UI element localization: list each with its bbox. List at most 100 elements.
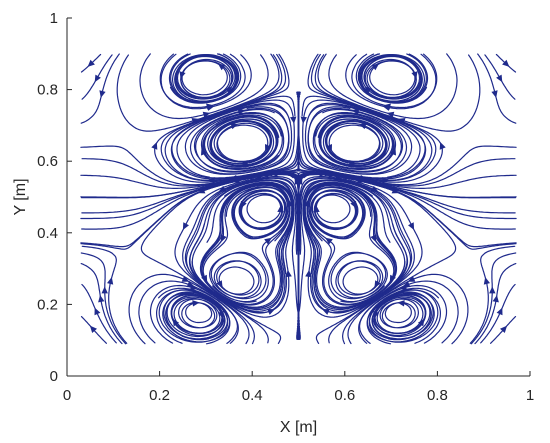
streamline: [81, 283, 117, 344]
streamline: [351, 53, 438, 109]
streamline: [232, 186, 291, 238]
streamline-arrow: [319, 170, 327, 177]
streamline: [128, 273, 250, 345]
streamline: [80, 53, 120, 124]
streamline-arrow: [402, 281, 411, 288]
streamline-arrow: [326, 144, 332, 152]
streamline-arrow: [371, 63, 380, 71]
streamline: [474, 263, 517, 345]
streamline-arrow: [383, 103, 391, 110]
streamline: [209, 251, 269, 303]
streamline: [193, 106, 290, 173]
streamline-arrow: [217, 63, 226, 71]
streamline-arrow: [370, 234, 377, 243]
streamline: [80, 263, 123, 345]
streamline-arrow: [349, 160, 357, 167]
streamline: [306, 186, 365, 238]
streamline: [199, 182, 295, 311]
streamline: [81, 245, 128, 344]
streamline-arrow: [192, 300, 200, 307]
streamline: [176, 102, 293, 178]
streamline-arrow: [107, 277, 114, 285]
streamline-arrow: [350, 200, 357, 209]
y-axis-label: Y [m]: [12, 178, 29, 215]
streamline-arrow: [182, 222, 189, 230]
axes: [66, 18, 530, 377]
streamline-arrow: [287, 199, 294, 207]
streamline-arrow: [483, 277, 490, 285]
streamline-arrow: [397, 300, 405, 307]
streamline-arrow: [240, 200, 247, 209]
streamline-arrow: [172, 318, 180, 327]
y-tick-label: 0.6: [37, 153, 58, 170]
streamline-arrow: [94, 74, 101, 83]
x-tick-label: 0.2: [149, 387, 170, 404]
streamline: [315, 114, 395, 170]
streamline: [480, 283, 516, 344]
streamline-arrow: [87, 59, 95, 67]
streamline: [170, 91, 301, 180]
streamline: [139, 53, 269, 120]
streamline-arrow: [386, 111, 395, 118]
streamline-arrow: [322, 309, 330, 315]
streamline-arrow: [101, 286, 108, 294]
streamline-arrow: [186, 281, 195, 288]
streamline-arrow: [218, 185, 227, 192]
streamline-arrow: [98, 295, 105, 303]
streamline-arrow: [290, 116, 297, 124]
streamline: [154, 54, 300, 183]
streamline: [189, 181, 294, 314]
streamline-arrow: [370, 185, 379, 192]
streamline-arrow: [492, 295, 499, 303]
streamline-arrow: [502, 59, 510, 67]
streamline-arrow: [496, 74, 503, 83]
streamline-arrow: [99, 90, 106, 98]
streamline-arrow: [300, 116, 307, 124]
y-tick-label: 0: [50, 368, 58, 385]
streamline-arrow: [237, 108, 246, 115]
streamline-arrow: [220, 234, 227, 243]
streamline: [80, 252, 127, 345]
streamline: [159, 53, 246, 109]
streamline-arrow: [500, 325, 508, 333]
streamline-arrow: [364, 86, 372, 94]
streamline: [317, 53, 481, 132]
x-tick-label: 0.8: [427, 387, 448, 404]
streamline-arrow: [417, 318, 425, 327]
streamline-arrow: [374, 280, 381, 288]
streamline-arrow: [240, 160, 248, 167]
streamline: [303, 181, 408, 314]
streamline: [304, 102, 421, 178]
streamline: [359, 280, 459, 344]
x-ticks: 0 0.2 0.4 0.6 0.8 1: [63, 371, 534, 404]
streamline: [347, 273, 469, 345]
streamline: [158, 287, 231, 343]
streamline: [302, 182, 398, 311]
streamline: [168, 53, 242, 104]
streamline-arrow: [351, 108, 360, 115]
streamline-arrow: [265, 144, 271, 152]
streamline-arrow: [151, 142, 158, 150]
y-ticks: 0 0.2 0.4 0.6 0.8 1: [37, 10, 72, 385]
streamline-arrow: [217, 310, 224, 319]
streamline: [202, 114, 282, 170]
streamline-arrow: [491, 90, 498, 98]
streamline-arrow: [496, 307, 503, 316]
streamline-arrow: [489, 286, 496, 294]
streamline-arrow: [408, 222, 415, 230]
streamline-arrow: [89, 325, 97, 333]
streamline-arrow: [225, 86, 233, 94]
x-tick-label: 0: [63, 387, 71, 404]
streamline: [469, 245, 516, 344]
y-tick-label: 0.8: [37, 82, 58, 99]
x-tick-label: 1: [526, 387, 534, 404]
streamline: [306, 186, 372, 242]
streamline-arrow: [285, 269, 292, 278]
streamline: [307, 106, 404, 173]
streamline-arrow: [303, 199, 310, 207]
streamline: [116, 53, 280, 132]
streamline: [297, 54, 443, 183]
streamline-arrow: [202, 111, 211, 118]
streamline-arrow: [373, 310, 380, 319]
